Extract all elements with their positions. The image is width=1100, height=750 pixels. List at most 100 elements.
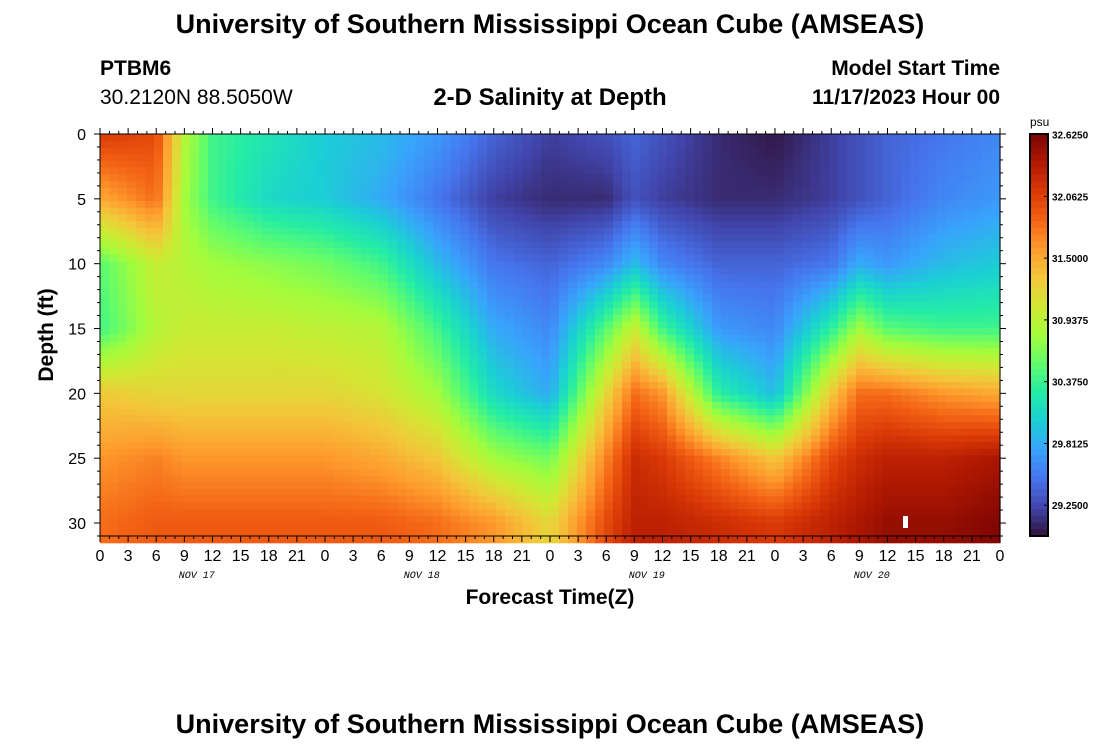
heatmap-cell <box>262 214 272 222</box>
heatmap-cell <box>370 536 380 544</box>
heatmap-cell <box>325 234 335 242</box>
heatmap-cell <box>424 422 434 430</box>
heatmap-cell <box>100 368 110 376</box>
heatmap-cell <box>505 147 515 155</box>
heatmap-cell <box>613 214 623 222</box>
heatmap-cell <box>190 361 200 370</box>
heatmap-cell <box>811 140 821 148</box>
heatmap-cell <box>244 140 254 148</box>
heatmap-cell <box>604 355 614 363</box>
heatmap-cell <box>685 160 695 169</box>
heatmap-cell <box>163 489 173 497</box>
heatmap-cell <box>199 160 209 169</box>
heatmap-cell <box>829 241 839 249</box>
heatmap-cell <box>433 361 443 370</box>
heatmap-cell <box>775 402 785 410</box>
heatmap-cell <box>658 522 668 530</box>
heatmap-cell <box>622 428 632 437</box>
heatmap-cell <box>424 234 434 242</box>
heatmap-cell <box>748 207 758 215</box>
heatmap-cell <box>766 314 776 323</box>
heatmap-cell <box>343 522 353 530</box>
heatmap-cell <box>604 341 614 349</box>
heatmap-cell <box>658 455 668 463</box>
heatmap-cell <box>514 194 524 202</box>
heatmap-cell <box>487 134 497 142</box>
heatmap-cell <box>775 335 785 343</box>
heatmap-cell <box>613 187 623 195</box>
heatmap-cell <box>406 154 416 162</box>
heatmap-cell <box>298 422 308 430</box>
heatmap-cell <box>325 301 335 309</box>
heatmap-cell <box>316 361 326 370</box>
heatmap-cell <box>802 455 812 463</box>
heatmap-cell <box>721 522 731 530</box>
heatmap-cell <box>694 381 704 390</box>
heatmap-cell <box>433 174 443 182</box>
heatmap-cell <box>550 469 560 477</box>
heatmap-cell <box>415 442 425 450</box>
heatmap-cell <box>172 522 182 530</box>
heatmap-cell <box>478 174 488 182</box>
heatmap-cell <box>316 234 326 242</box>
heatmap-cell <box>766 274 776 282</box>
heatmap-cell <box>271 247 281 256</box>
heatmap-cell <box>730 314 740 323</box>
heatmap-cell <box>820 395 830 403</box>
heatmap-cell <box>253 201 263 209</box>
heatmap-cell <box>721 395 731 403</box>
heatmap-cell <box>721 241 731 249</box>
heatmap-cell <box>631 274 641 282</box>
heatmap-cell <box>208 428 218 437</box>
heatmap-cell <box>172 167 182 175</box>
heatmap-cell <box>451 395 461 403</box>
heatmap-cell <box>739 361 749 370</box>
heatmap-cell <box>622 261 632 269</box>
heatmap-cell <box>550 475 560 483</box>
heatmap-cell <box>307 462 317 470</box>
heatmap-cell <box>757 281 767 289</box>
heatmap-cell <box>172 515 182 524</box>
heatmap-cell <box>424 227 434 236</box>
heatmap-cell <box>595 301 605 309</box>
heatmap-cell <box>586 388 596 396</box>
heatmap-cell <box>451 509 461 517</box>
heatmap-cell <box>622 341 632 349</box>
heatmap-cell <box>316 160 326 169</box>
heatmap-cell <box>505 301 515 309</box>
heatmap-cell <box>559 234 569 242</box>
heatmap-cell <box>424 402 434 410</box>
heatmap-cell <box>631 375 641 383</box>
heatmap-cell <box>235 375 245 383</box>
heatmap-cell <box>802 167 812 175</box>
heatmap-cell <box>442 268 452 276</box>
heatmap-cell <box>550 234 560 242</box>
heatmap-cell <box>541 207 551 215</box>
heatmap-cell <box>811 174 821 182</box>
heatmap-cell <box>766 167 776 175</box>
heatmap-cell <box>739 455 749 463</box>
heatmap-cell <box>496 348 506 356</box>
heatmap-cell <box>811 154 821 162</box>
heatmap-cell <box>532 489 542 497</box>
heatmap-cell <box>739 408 749 416</box>
heatmap-cell <box>487 395 497 403</box>
heatmap-cell <box>721 388 731 396</box>
heatmap-cell <box>343 221 353 229</box>
heatmap-cell <box>316 395 326 403</box>
heatmap-cell <box>298 147 308 155</box>
heatmap-cell <box>775 207 785 215</box>
heatmap-cell <box>352 475 362 483</box>
heatmap-cell <box>631 234 641 242</box>
heatmap-cell <box>145 288 155 296</box>
heatmap-cell <box>658 415 668 423</box>
heatmap-cell <box>379 375 389 383</box>
heatmap-cell <box>586 194 596 202</box>
heatmap-cell <box>649 355 659 363</box>
heatmap-cell <box>784 261 794 269</box>
heatmap-cell <box>100 174 110 182</box>
heatmap-cell <box>226 147 236 155</box>
heatmap-cell <box>406 227 416 236</box>
heatmap-cell <box>262 448 272 457</box>
heatmap-cell <box>100 375 110 383</box>
